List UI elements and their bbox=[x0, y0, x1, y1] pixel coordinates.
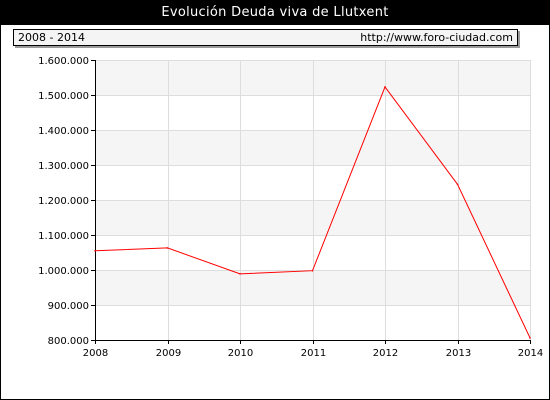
y-tick-label: 900.000 bbox=[48, 301, 89, 312]
x-tick-label: 2011 bbox=[301, 348, 326, 359]
y-tick-label: 1.000.000 bbox=[38, 266, 89, 277]
data-point bbox=[311, 269, 314, 272]
plot-band bbox=[95, 95, 530, 130]
source-url: http://www.foro-ciudad.com bbox=[360, 31, 513, 44]
x-tick-label: 2010 bbox=[228, 348, 253, 359]
plot-band bbox=[95, 270, 530, 305]
x-tick-label: 2013 bbox=[446, 348, 471, 359]
x-tick-label: 2014 bbox=[518, 348, 543, 359]
y-tick-label: 1.400.000 bbox=[38, 126, 89, 137]
x-tick-label: 2009 bbox=[156, 348, 181, 359]
data-point bbox=[239, 273, 241, 275]
y-tick-label: 1.200.000 bbox=[38, 196, 89, 207]
plot-band bbox=[95, 60, 530, 95]
grid-lines bbox=[95, 60, 531, 341]
x-axis-ticks: 2008 2009 2010 2011 2012 2013 2014 bbox=[83, 340, 543, 359]
plot-band bbox=[95, 165, 530, 200]
x-tick-label: 2012 bbox=[373, 348, 398, 359]
data-point bbox=[529, 337, 531, 339]
data-point bbox=[384, 86, 386, 88]
data-series bbox=[94, 85, 531, 339]
plot-bands bbox=[95, 60, 530, 340]
y-tick-label: 1.600.000 bbox=[38, 56, 89, 67]
plot-band bbox=[95, 130, 530, 165]
chart-subtitle-bar: 2008 - 2014 http://www.foro-ciudad.com bbox=[13, 29, 518, 46]
axes bbox=[95, 60, 530, 341]
plot-band bbox=[95, 305, 530, 340]
y-tick-label: 1.500.000 bbox=[38, 91, 89, 102]
y-axis-ticks: 800.000 900.000 1.000.000 1.100.000 1.200.00… bbox=[38, 56, 95, 347]
plot-band bbox=[95, 235, 530, 270]
data-point bbox=[94, 249, 96, 252]
chart-title: Evolución Deuda viva de Llutxent bbox=[1, 1, 549, 25]
y-tick-label: 1.300.000 bbox=[38, 161, 89, 172]
data-point bbox=[456, 183, 459, 186]
data-point bbox=[166, 247, 169, 249]
y-tick-label: 1.100.000 bbox=[38, 231, 89, 242]
y-tick-label: 800.000 bbox=[48, 336, 89, 347]
x-tick-label: 2008 bbox=[83, 348, 108, 359]
plot-band bbox=[95, 200, 530, 235]
period-label: 2008 - 2014 bbox=[18, 31, 85, 44]
